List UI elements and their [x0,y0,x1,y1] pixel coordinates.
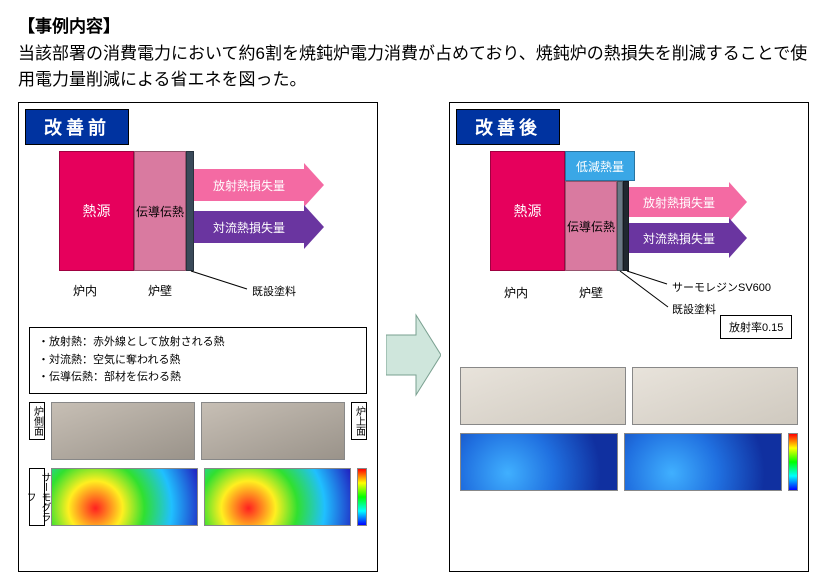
transition-arrow-icon [386,310,441,405]
section-title: 【事例内容】 [18,12,809,37]
arrow-radiation: 放射熱損失量 [194,169,324,201]
photo-side [460,367,626,425]
definition-line: ・伝導伝熱：部材を伝わる熱 [38,369,358,387]
definition-line: ・放射熱：赤外線として放射される熱 [38,334,358,352]
photo-row [460,367,798,425]
side-label-side: 炉側面 [29,402,45,440]
block-furnace_wall: 炉壁 [134,279,186,301]
block-coating_bar [186,151,194,271]
block-heat_source: 熱源 [59,151,134,271]
block-furnace_in: 炉内 [59,279,111,301]
side-label-top: 炉上面 [351,402,367,440]
comparison-panels: 改善前 熱源伝導伝熱炉内炉壁放射熱損失量対流熱損失量既設塗料 ・放射熱：赤外線と… [18,102,809,572]
photo-side [51,402,195,460]
block-heat_source: 熱源 [490,151,565,271]
thermal-colorbar [357,468,367,526]
block-reduced: 低減熱量 [565,151,635,181]
arrow-convection: 対流熱損失量 [194,211,324,243]
photo-top [201,402,345,460]
tab-after: 改善後 [456,109,560,145]
thermograph-top [624,433,782,491]
definition-line: ・対流熱：空気に奪われる熱 [38,352,358,370]
section-body: 当該部署の消費電力において約6割を焼鈍炉電力消費が占めており、焼鈍炉の熱損失を削… [18,41,809,92]
thermograph-side [51,468,198,526]
block-conduction: 伝導伝熱 [134,151,186,271]
panel-before: 改善前 熱源伝導伝熱炉内炉壁放射熱損失量対流熱損失量既設塗料 ・放射熱：赤外線と… [18,102,378,572]
photo-top [632,367,798,425]
block-conduction: 伝導伝熱 [565,181,617,271]
block-furnace_wall: 炉壁 [565,281,617,303]
diagram-before: 熱源伝導伝熱炉内炉壁放射熱損失量対流熱損失量既設塗料 [29,151,367,321]
thermograph-side [460,433,618,491]
block-furnace_in: 炉内 [490,281,542,303]
arrow-convection: 対流熱損失量 [629,223,747,253]
thermograph-top [204,468,351,526]
thermo-row: サーモグラフ [29,468,367,526]
photo-row: 炉側面 炉上面 [29,402,367,460]
definitions-box: ・放射熱：赤外線として放射される熱 ・対流熱：空気に奪われる熱 ・伝導伝熱：部材… [29,327,367,394]
diagram-after: 熱源伝導伝熱低減熱量炉内炉壁放射熱損失量対流熱損失量サーモレジンSV600既設塗… [460,151,798,321]
tab-before: 改善前 [25,109,129,145]
thermo-row [460,433,798,491]
thermal-colorbar [788,433,798,491]
emissivity-badge: 放射率0.15 [720,315,792,339]
arrow-radiation: 放射熱損失量 [629,187,747,217]
side-label-thermo: サーモグラフ [29,468,45,526]
panel-after: 改善後 熱源伝導伝熱低減熱量炉内炉壁放射熱損失量対流熱損失量サーモレジンSV60… [449,102,809,572]
